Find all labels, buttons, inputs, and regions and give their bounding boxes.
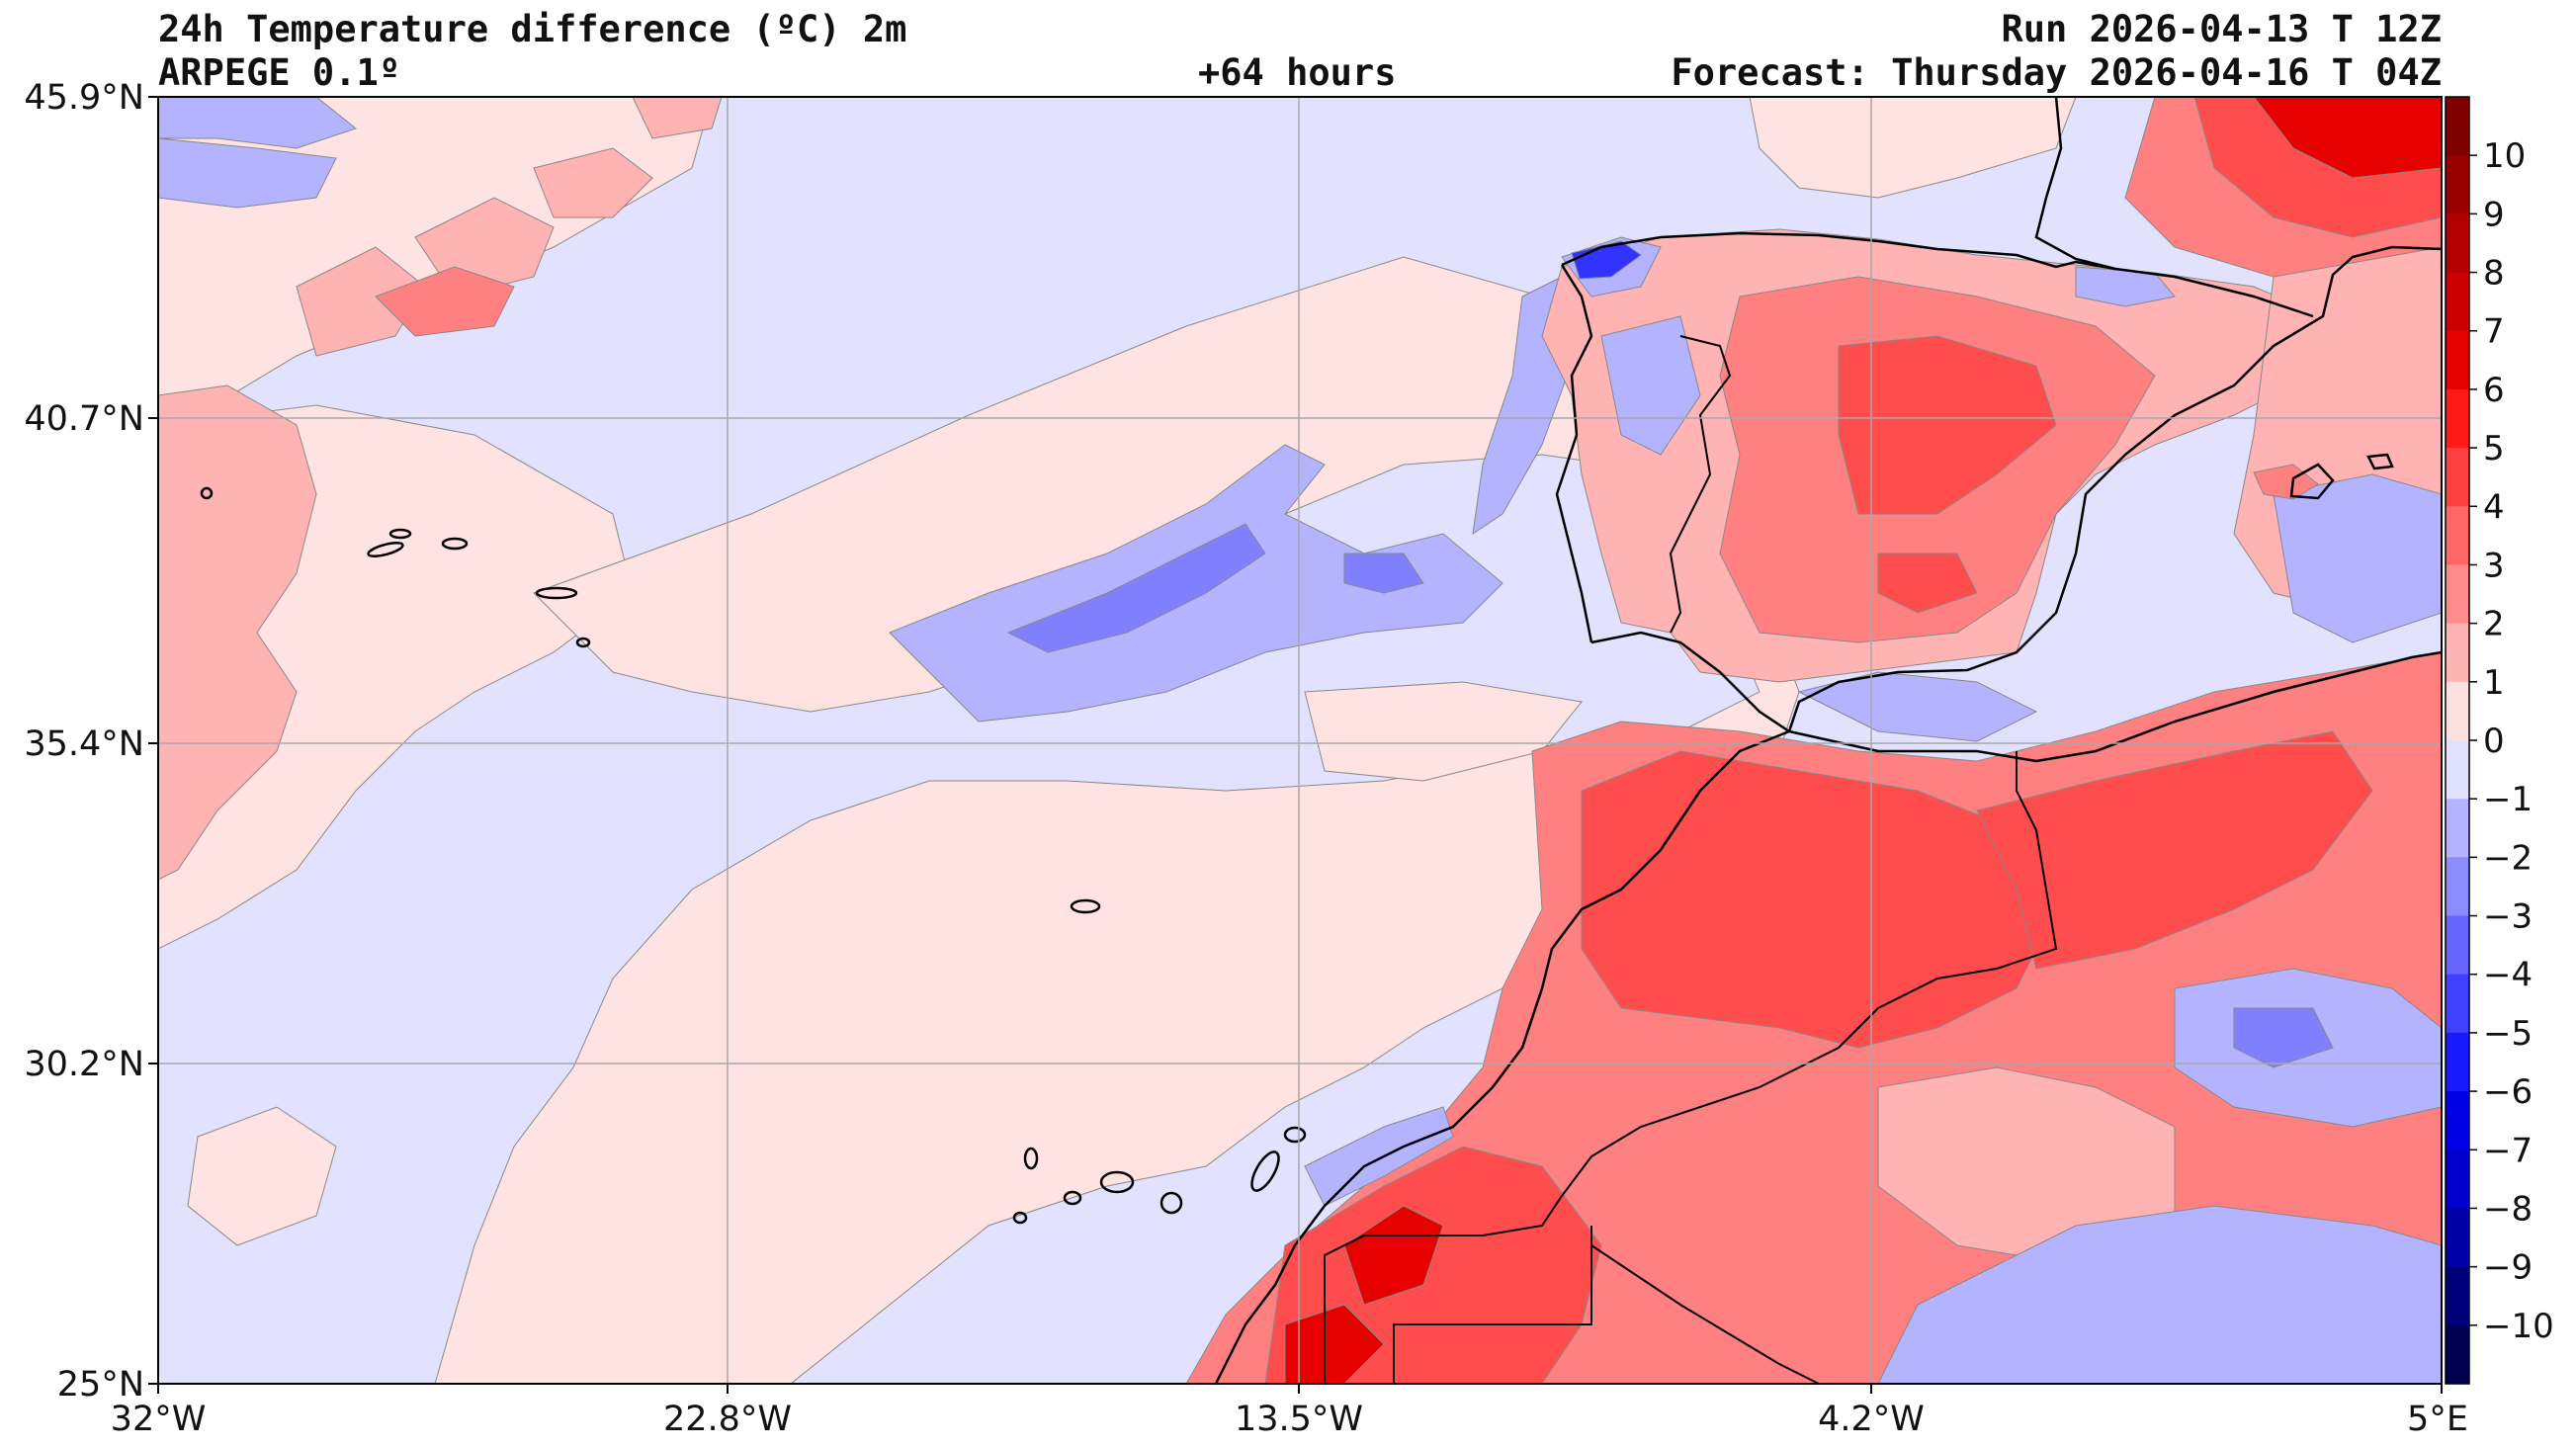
forecast-label: Forecast: Thursday 2026-04-16 T 04Z xyxy=(1671,51,2442,94)
colorbar-segment xyxy=(2446,564,2469,625)
colorbar-label: −10 xyxy=(2483,1307,2554,1346)
colorbar-label: −8 xyxy=(2483,1189,2533,1229)
colorbar-label: 10 xyxy=(2483,136,2526,176)
colorbar-label: 6 xyxy=(2483,371,2505,410)
colorbar-label: −2 xyxy=(2483,838,2533,878)
colorbar-segment xyxy=(2446,1032,2469,1092)
colorbar-segment xyxy=(2446,155,2469,214)
run-label: Run 2026-04-13 T 12Z xyxy=(2001,8,2442,50)
colorbar-label: 9 xyxy=(2483,195,2505,234)
lon-tick-label: 32°W xyxy=(111,1400,207,1439)
coastlines xyxy=(1214,97,2442,1384)
map-plot-area xyxy=(158,97,2442,1384)
land-north-africa xyxy=(1185,651,2442,1384)
country-borders xyxy=(1324,335,2058,1384)
colorbar-label: 2 xyxy=(2483,605,2505,644)
colorbar-segment xyxy=(2446,388,2469,449)
islands xyxy=(200,486,1307,1225)
lead-time-label: +64 hours xyxy=(1198,51,1397,94)
colorbar-segment xyxy=(2446,213,2469,274)
colorbar-label: −3 xyxy=(2483,897,2533,937)
lon-tick-label: 22.8°W xyxy=(663,1400,792,1439)
latitude-axis: 45.9°N 40.7°N 35.4°N 30.2°N 25°N xyxy=(24,78,158,1405)
lat-tick-label: 40.7°N xyxy=(24,399,144,439)
land-iberia xyxy=(1541,228,2324,683)
lat-tick-label: 25°N xyxy=(57,1365,144,1405)
colorbar-segment xyxy=(2446,1208,2469,1268)
colorbar-label: −1 xyxy=(2483,780,2533,819)
colorbar-segment xyxy=(2446,974,2469,1034)
colorbar-segment xyxy=(2446,1091,2469,1150)
colorbar-label: 7 xyxy=(2483,312,2505,352)
land-france-and-med xyxy=(1797,97,2442,742)
graticule xyxy=(158,97,2442,1384)
colorbar-segment xyxy=(2446,1150,2469,1209)
colorbar-label: −9 xyxy=(2483,1248,2533,1288)
colorbar-segment xyxy=(2446,1324,2469,1385)
colorbar-label: −4 xyxy=(2483,956,2533,995)
colorbar-segment xyxy=(2446,623,2469,683)
colorbar-label: −6 xyxy=(2483,1072,2533,1112)
colorbar-label: 0 xyxy=(2483,722,2505,761)
colorbar-segment xyxy=(2446,448,2469,507)
colorbar-segment xyxy=(2446,506,2469,565)
colorbar-segment xyxy=(2446,272,2469,332)
colorbar-segment xyxy=(2446,740,2469,800)
colorbar-segment xyxy=(2446,681,2469,741)
colorbar-segment xyxy=(2446,1266,2469,1326)
colorbar-segment xyxy=(2446,915,2469,976)
map-title: 24h Temperature difference (ºC) 2m xyxy=(158,8,907,50)
longitude-axis: 32°W 22.8°W 13.5°W 4.2°W 5°E xyxy=(111,1384,2468,1439)
colorbar-label: 1 xyxy=(2483,663,2505,703)
colorbar-segment xyxy=(2446,857,2469,917)
lon-tick-label: 5°E xyxy=(2407,1400,2468,1439)
lat-tick-label: 30.2°N xyxy=(24,1045,144,1084)
colorbar-label: 3 xyxy=(2483,546,2505,585)
lat-tick-label: 35.4°N xyxy=(24,724,144,764)
lat-tick-label: 45.9°N xyxy=(24,78,144,118)
colorbar-segment xyxy=(2446,799,2469,858)
model-label: ARPEGE 0.1º xyxy=(158,51,401,94)
ocean-warm-patches xyxy=(158,97,723,881)
colorbar-label: 5 xyxy=(2483,429,2505,468)
colorbar-label: 4 xyxy=(2483,487,2505,527)
colorbar-label: −7 xyxy=(2483,1131,2533,1170)
colorbar-label: −5 xyxy=(2483,1014,2533,1054)
colorbar-segment xyxy=(2446,97,2469,156)
colorbar-segment xyxy=(2446,330,2469,390)
lon-tick-label: 4.2°W xyxy=(1818,1400,1925,1439)
colorbar-label: 8 xyxy=(2483,254,2505,294)
lon-tick-label: 13.5°W xyxy=(1235,1400,1363,1439)
